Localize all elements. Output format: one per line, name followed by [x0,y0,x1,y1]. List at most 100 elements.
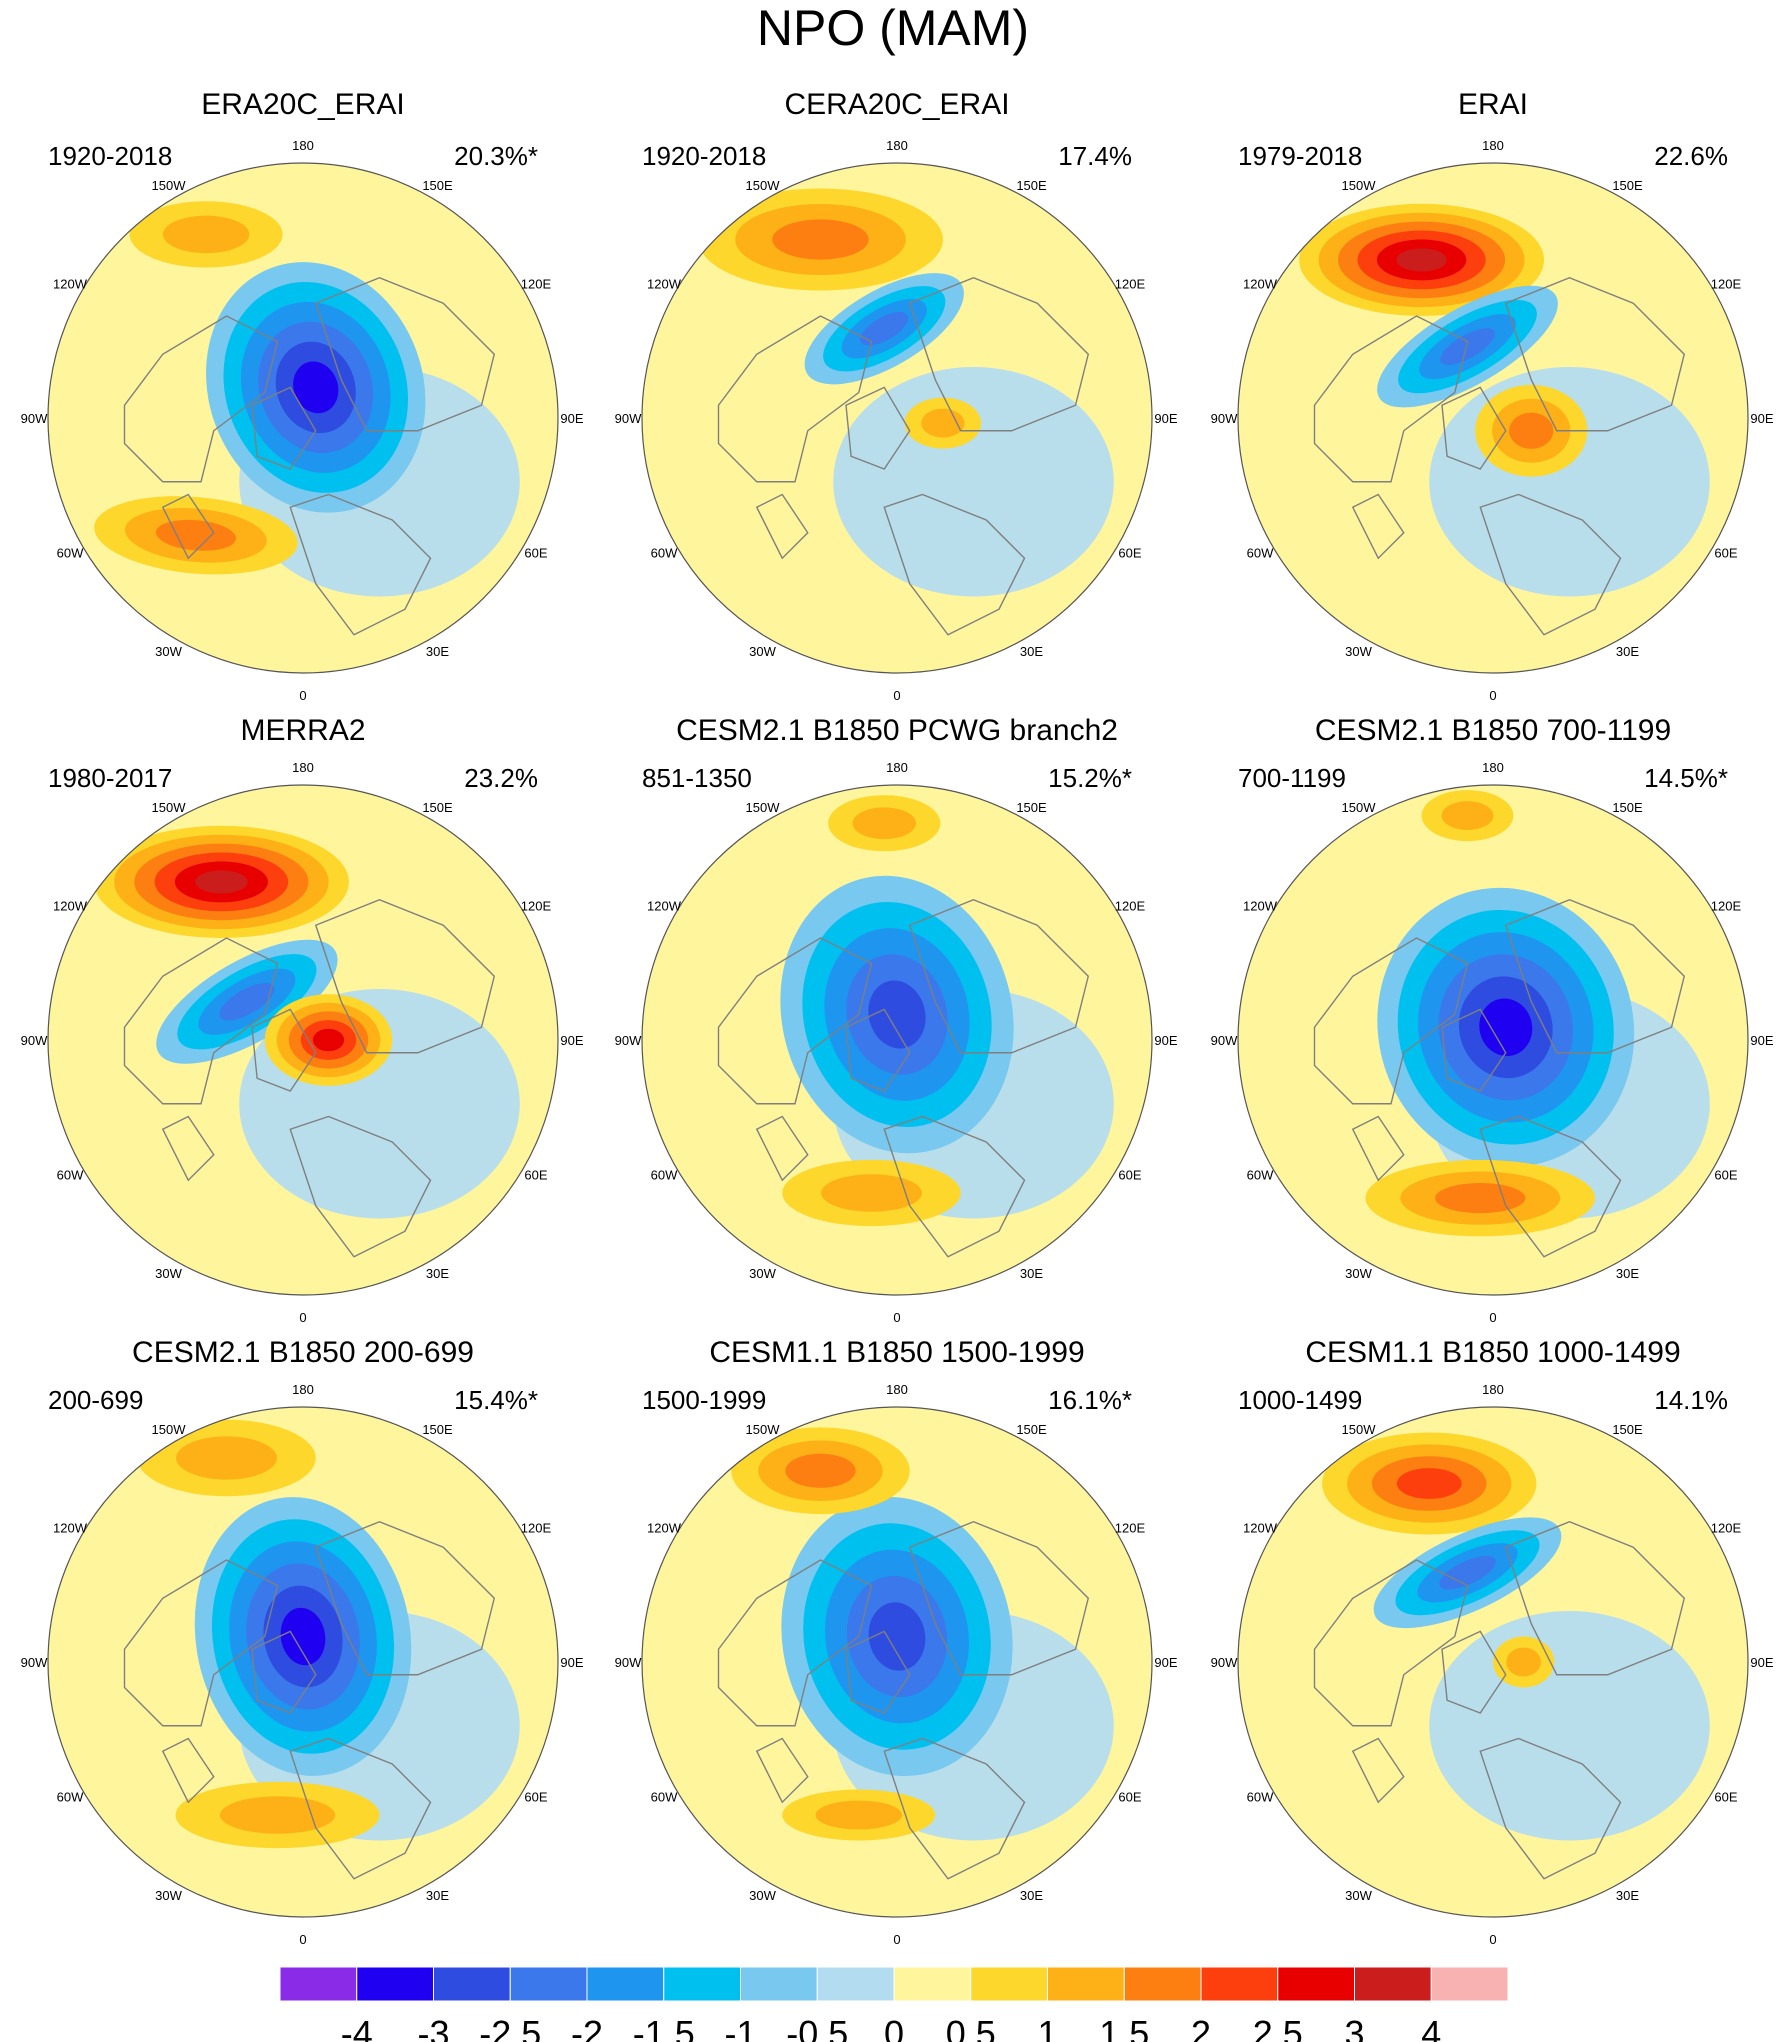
longitude-label: 120E [1115,277,1146,292]
coastline [163,1739,214,1803]
colorbar-label: 0.5 [946,2013,996,2042]
positive-contour [1396,248,1447,272]
longitude-label: 60W [57,1168,84,1183]
longitude-label: 60E [1118,1168,1141,1183]
positive-contour [785,1453,856,1488]
map-panel: CESM1.1 B1850 1500-1999 1500-1999 16.1%* 18… [615,1336,1178,1947]
longitude-label: 120W [1243,899,1278,914]
colorbar-swatch [816,1966,895,2002]
colorbar-label: 3 [1344,2013,1364,2042]
colorbar-label: 4 [1421,2013,1441,2042]
colorbar-label: -1.5 [633,2013,695,2042]
coastline [1442,1631,1506,1713]
panel-period: 851-1350 [642,763,752,793]
colorbar: -4 -3 -2.5 -2 -1.5 -1 -0.5 0 0.5 1 1.5 2 2.5 3 4 [279,1966,1509,2042]
map-panel: ERA20C_ERAI 1920-2018 20.3%* 180 150E 120E 90E… [21,88,584,703]
coastline [846,387,910,469]
panel-title: CESM1.1 B1850 1500-1999 [709,1336,1084,1369]
negative-contour [1439,1556,1496,1590]
coastline [846,1009,910,1091]
longitude-label: 90E [1750,1033,1773,1048]
longitude-label: 0 [299,688,306,703]
positive-contour [852,807,916,840]
longitude-label: 150E [422,178,453,193]
longitude-label: 0 [1489,688,1496,703]
longitude-label: 60W [57,546,84,561]
longitude-label: 60E [524,546,547,561]
negative-contour [1479,998,1533,1057]
positive-contour [1441,801,1494,831]
positive-contour [1396,1468,1462,1499]
coastline [1353,1739,1404,1803]
map-boundary [641,162,1153,674]
panel-title: CESM2.1 B1850 PCWG branch2 [676,714,1118,747]
map-disc [47,1406,559,1918]
longitude-label: 120W [1243,277,1278,292]
longitude-label: 120E [1711,277,1742,292]
colorbar-swatch [433,1966,511,2002]
panel-period: 200-699 [48,1385,143,1415]
longitude-label: 120E [521,1521,552,1536]
longitude-label: 120W [53,1521,88,1536]
map-boundary [1237,784,1749,1296]
coastline [1315,1560,1468,1726]
map-panel: ERAI 1979-2018 22.6% 180 150E 120E 90E 60E 30E 0 3… [1211,88,1774,703]
longitude-label: 30W [1345,644,1372,659]
longitude-label: 150E [422,1422,453,1437]
longitude-label: 60E [1714,1790,1737,1805]
coastline [719,1560,872,1726]
longitude-label: 90E [560,1033,583,1048]
map-disc [47,162,559,674]
coastline [757,1117,808,1181]
coastline [290,1739,430,1879]
longitude-label: 150E [1016,178,1047,193]
coastline [1315,938,1468,1104]
background-negative [833,367,1114,597]
colorbar-label: -2.5 [479,2013,541,2042]
negative-contour [219,982,275,1021]
map-panel: CESM2.1 B1850 700-1199 700-1199 14.5%* 180 1… [1211,714,1774,1325]
longitude-label: 30E [1020,644,1043,659]
coastline [884,1117,1024,1257]
longitude-label: 180 [886,760,908,775]
panel-variance: 20.3%* [454,141,538,171]
coastline [757,495,808,559]
positive-contour [1506,1647,1541,1677]
longitude-label: 150E [1016,800,1047,815]
anomaly-field [642,1407,1152,1917]
longitude-label: 150W [152,178,187,193]
longitude-label: 0 [893,688,900,703]
coastline [125,316,278,482]
longitude-label: 150E [1612,1422,1643,1437]
longitude-label: 90E [1154,1655,1177,1670]
longitude-label: 120W [1243,1521,1278,1536]
longitude-label: 120E [1115,899,1146,914]
longitude-label: 150W [746,178,781,193]
longitude-label: 60W [1247,1790,1274,1805]
longitude-label: 30E [1616,1266,1639,1281]
longitude-label: 60W [1247,1168,1274,1183]
colorbar-swatch [586,1966,665,2002]
map-boundary [641,784,1153,1296]
panel-period: 1980-2017 [48,763,172,793]
longitude-label: 30W [155,644,182,659]
longitude-label: 60W [1247,546,1274,561]
coastline [1442,387,1506,469]
longitude-label: 180 [1482,760,1504,775]
coastline [1506,900,1685,1053]
panel-title: ERA20C_ERAI [201,88,404,121]
longitude-label: 120E [1115,1521,1146,1536]
coastline [316,900,495,1053]
longitude-label: 30E [426,1888,449,1903]
colorbar-swatch [509,1966,588,2002]
longitude-label: 180 [292,138,314,153]
longitude-label: 30E [1020,1888,1043,1903]
colorbar-label: -2 [571,2013,603,2042]
coastline [1315,316,1468,482]
coastline [316,1522,495,1675]
coastline [163,1117,214,1181]
coastline [1480,1739,1620,1879]
longitude-label: 150W [152,1422,187,1437]
positive-contour [772,219,869,260]
